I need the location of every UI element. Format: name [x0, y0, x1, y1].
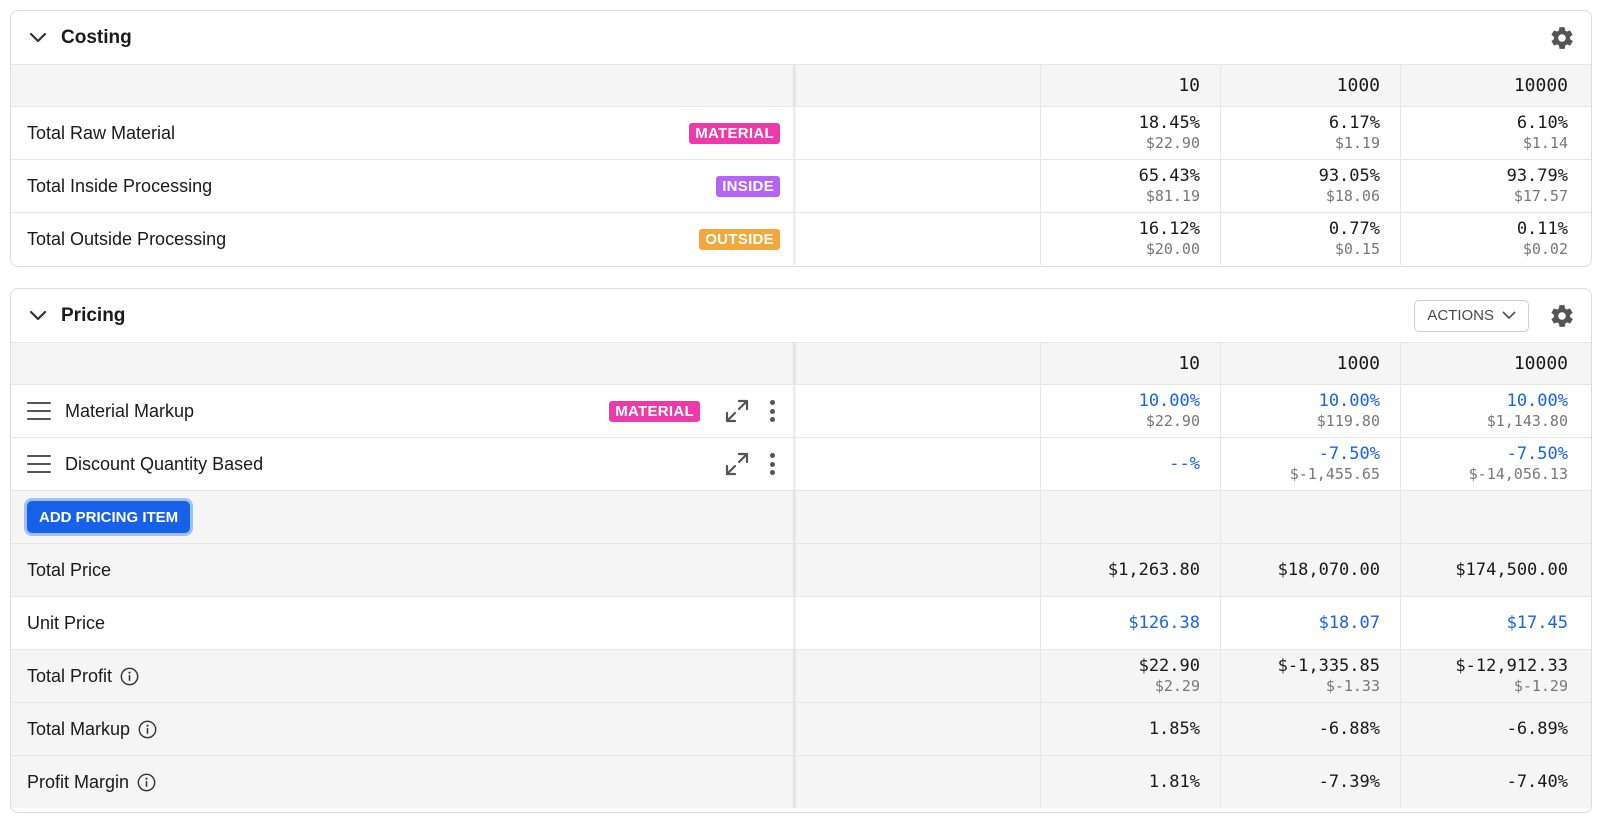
value-cell[interactable]: -7.50% $-14,056.13 [1400, 438, 1588, 490]
pricing-panel: Pricing ACTIONS 10 1000 10000 Material M… [10, 288, 1592, 813]
info-circle-icon[interactable] [120, 667, 139, 686]
outside-badge: OUTSIDE [699, 228, 780, 250]
value-cell[interactable]: $17.45 [1400, 597, 1588, 649]
value-cell: $18,070.00 [1220, 544, 1400, 596]
value-cell: $-1,335.85 $-1.33 [1220, 650, 1400, 702]
value-cell: $22.90 $2.29 [1040, 650, 1220, 702]
column-header-qty: 10000 [1400, 65, 1588, 106]
row-label: Unit Price [27, 612, 106, 633]
summary-row-unit-price: Unit Price $126.38 $18.07 $17.45 [11, 596, 1591, 649]
column-header-qty: 10 [1040, 343, 1220, 384]
inside-badge: INSIDE [716, 175, 780, 197]
row-label: Total Inside Processing [27, 175, 213, 196]
expand-arrows-icon[interactable] [724, 451, 750, 477]
table-row: Total Inside Processing INSIDE 65.43% $81… [11, 159, 1591, 212]
costing-panel: Costing 10 1000 10000 Total Raw Material… [10, 10, 1592, 267]
value-cell[interactable]: 10.00% $22.90 [1040, 385, 1220, 437]
summary-row-total-profit: Total Profit $22.90 $2.29 $-1,335.85 $-1.3… [11, 649, 1591, 702]
pricing-item-row: Discount Quantity Based --% -7.50% $-1,45… [11, 437, 1591, 490]
drag-handle-icon[interactable] [27, 402, 51, 420]
info-circle-icon[interactable] [138, 720, 157, 739]
table-row: Total Raw Material MATERIAL 18.45% $22.90… [11, 106, 1591, 159]
drag-handle-icon[interactable] [27, 455, 51, 473]
info-circle-icon[interactable] [137, 773, 156, 792]
kebab-menu-icon[interactable] [764, 451, 780, 477]
table-row: Total Outside Processing OUTSIDE 16.12% $… [11, 212, 1591, 265]
kebab-menu-icon[interactable] [764, 398, 780, 424]
column-header-qty: 1000 [1220, 65, 1400, 106]
value-cell: 6.10% $1.14 [1400, 107, 1588, 159]
value-cell: 93.79% $17.57 [1400, 160, 1588, 212]
value-cell: 0.77% $0.15 [1220, 213, 1400, 265]
row-label: Total Price [27, 559, 112, 580]
gear-icon[interactable] [1549, 25, 1575, 51]
chevron-down-icon [1502, 311, 1516, 319]
value-cell: 6.17% $1.19 [1220, 107, 1400, 159]
value-cell[interactable]: -7.50% $-1,455.65 [1220, 438, 1400, 490]
material-badge: MATERIAL [689, 122, 780, 144]
pricing-item-label: Discount Quantity Based [65, 453, 264, 474]
row-label: Total Raw Material [27, 122, 176, 143]
pricing-title: Pricing [61, 304, 126, 326]
value-cell: $174,500.00 [1400, 544, 1588, 596]
value-cell: -7.40% [1400, 756, 1588, 808]
actions-dropdown-button[interactable]: ACTIONS [1414, 299, 1529, 332]
chevron-down-icon[interactable] [27, 305, 49, 327]
row-label: Total Markup [27, 718, 131, 739]
row-label: Total Outside Processing [27, 228, 227, 249]
costing-header: Costing [11, 11, 1591, 64]
value-cell[interactable]: 10.00% $1,143.80 [1400, 385, 1588, 437]
value-cell: 93.05% $18.06 [1220, 160, 1400, 212]
actions-label: ACTIONS [1427, 307, 1494, 324]
pricing-item-label: Material Markup [65, 400, 195, 421]
value-cell: 16.12% $20.00 [1040, 213, 1220, 265]
pricing-header: Pricing ACTIONS [11, 289, 1591, 342]
add-item-row: ADD PRICING ITEM [11, 490, 1591, 543]
value-cell[interactable]: --% [1040, 438, 1220, 490]
column-header-qty: 1000 [1220, 343, 1400, 384]
value-cell: $1,263.80 [1040, 544, 1220, 596]
value-cell: 65.43% $81.19 [1040, 160, 1220, 212]
summary-row-total-price: Total Price $1,263.80 $18,070.00 $174,50… [11, 543, 1591, 596]
value-cell: 18.45% $22.90 [1040, 107, 1220, 159]
value-cell: 1.81% [1040, 756, 1220, 808]
gear-icon[interactable] [1549, 303, 1575, 329]
costing-title: Costing [61, 26, 132, 48]
pricing-column-header-row: 10 1000 10000 [11, 342, 1591, 384]
pricing-item-row: Material Markup MATERIAL 10.00% $22.90 10… [11, 384, 1591, 437]
value-cell[interactable]: $18.07 [1220, 597, 1400, 649]
material-badge: MATERIAL [609, 400, 700, 422]
row-label: Total Profit [27, 665, 113, 686]
value-cell[interactable]: 10.00% $119.80 [1220, 385, 1400, 437]
value-cell: -7.39% [1220, 756, 1400, 808]
expand-arrows-icon[interactable] [724, 398, 750, 424]
summary-row-profit-margin: Profit Margin 1.81% -7.39% -7.40% [11, 755, 1591, 808]
value-cell: -6.88% [1220, 703, 1400, 755]
column-header-qty: 10000 [1400, 343, 1588, 384]
value-cell[interactable]: $126.38 [1040, 597, 1220, 649]
value-cell: $-12,912.33 $-1.29 [1400, 650, 1588, 702]
row-label: Profit Margin [27, 771, 130, 792]
summary-row-total-markup: Total Markup 1.85% -6.88% -6.89% [11, 702, 1591, 755]
value-cell: -6.89% [1400, 703, 1588, 755]
column-header-qty: 10 [1040, 65, 1220, 106]
costing-column-header-row: 10 1000 10000 [11, 64, 1591, 106]
add-pricing-item-button[interactable]: ADD PRICING ITEM [27, 501, 191, 533]
chevron-down-icon[interactable] [27, 27, 49, 49]
value-cell: 0.11% $0.02 [1400, 213, 1588, 265]
value-cell: 1.85% [1040, 703, 1220, 755]
